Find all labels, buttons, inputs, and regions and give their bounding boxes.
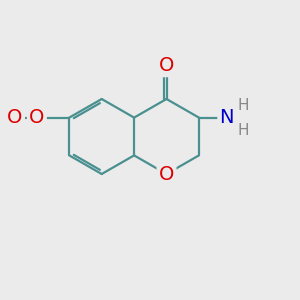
Text: H: H — [237, 98, 249, 112]
Text: O: O — [29, 108, 45, 127]
Text: H: H — [237, 123, 249, 138]
Text: N: N — [219, 108, 234, 127]
Text: O: O — [159, 164, 174, 184]
Text: O: O — [7, 108, 23, 127]
Text: O: O — [159, 56, 174, 75]
